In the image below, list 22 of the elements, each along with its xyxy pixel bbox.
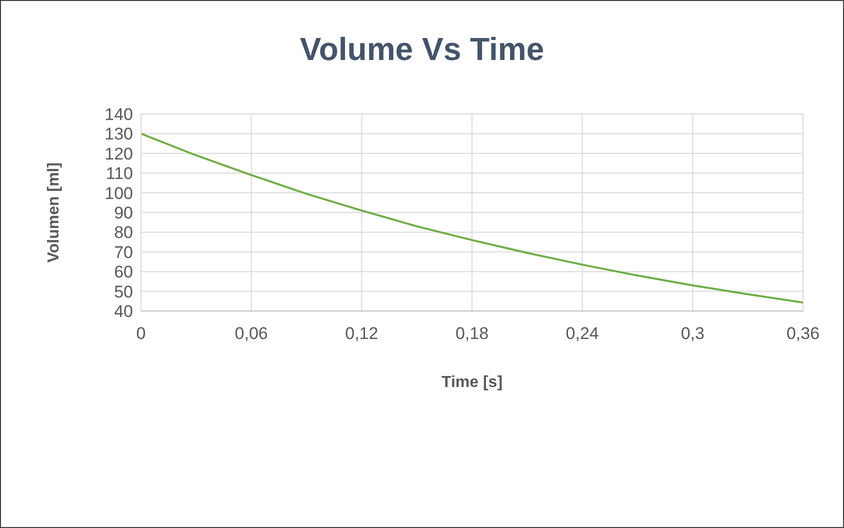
x-tick-label: 0 bbox=[136, 324, 146, 344]
x-tick-label: 0,18 bbox=[455, 324, 489, 344]
y-tick-label: 120 bbox=[104, 144, 133, 164]
x-axis-title: Time [s] bbox=[441, 374, 503, 391]
y-tick-label: 130 bbox=[104, 124, 133, 144]
y-tick-label: 140 bbox=[104, 105, 133, 124]
x-tick-label: 0,12 bbox=[345, 324, 378, 344]
y-tick-label: 60 bbox=[114, 262, 133, 282]
x-tick-label: 0,24 bbox=[566, 324, 599, 344]
y-tick-label: 80 bbox=[114, 223, 133, 242]
y-tick-label: 90 bbox=[114, 204, 133, 223]
y-axis-title: Volumen [ml] bbox=[46, 162, 63, 263]
y-tick-label: 100 bbox=[104, 184, 133, 203]
x-tick-label: 0,36 bbox=[786, 324, 820, 344]
line-series bbox=[141, 132, 803, 304]
chart-title: Volume Vs Time bbox=[298, 31, 546, 68]
y-tick-label: 110 bbox=[106, 164, 133, 184]
y-tick-label: 70 bbox=[114, 242, 133, 262]
y-tick-label: 40 bbox=[114, 302, 133, 322]
y-tick-label: 50 bbox=[114, 282, 133, 302]
x-tick-label: 0,3 bbox=[680, 324, 704, 344]
x-tick-label: 0,06 bbox=[234, 324, 268, 344]
